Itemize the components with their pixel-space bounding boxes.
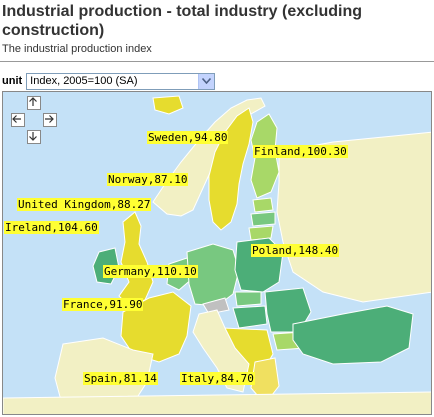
map-label-france[interactable]: France,91.90 bbox=[62, 298, 144, 311]
region-italy bbox=[192, 309, 250, 393]
chevron-down-icon[interactable] bbox=[198, 73, 215, 89]
map-navigation bbox=[8, 96, 60, 148]
map-label-norway[interactable]: Norway,87.10 bbox=[107, 173, 189, 186]
region-uk bbox=[118, 211, 154, 305]
unit-label: unit bbox=[2, 75, 23, 87]
region-latvia bbox=[250, 211, 276, 227]
region-switzerland bbox=[202, 297, 230, 315]
region-north-africa bbox=[3, 391, 431, 414]
region-germany bbox=[186, 243, 240, 307]
region-hungary bbox=[232, 305, 268, 329]
unit-selector-row: unit Index, 2005=100 (SA) bbox=[2, 71, 216, 91]
map-label-united-kingdom[interactable]: United Kingdom,88.27 bbox=[17, 198, 152, 211]
map-label-germany[interactable]: Germany,110.10 bbox=[103, 265, 198, 278]
page-subtitle: The industrial production index bbox=[2, 43, 152, 55]
region-turkey bbox=[292, 305, 414, 365]
region-north-land bbox=[152, 95, 184, 115]
arrow-right-icon[interactable] bbox=[43, 113, 57, 127]
unit-select[interactable]: Index, 2005=100 (SA) bbox=[26, 72, 216, 90]
map-canvas bbox=[3, 95, 431, 414]
unit-select-value: Index, 2005=100 (SA) bbox=[30, 74, 138, 87]
map-label-sweden[interactable]: Sweden,94.80 bbox=[147, 131, 229, 144]
region-sweden bbox=[208, 107, 254, 231]
map-view[interactable]: Sweden,94.80 Finland,100.30 Norway,87.10… bbox=[2, 91, 432, 415]
region-estonia bbox=[252, 197, 274, 213]
divider bbox=[0, 61, 434, 62]
map-label-spain[interactable]: Spain,81.14 bbox=[83, 372, 158, 385]
region-east bbox=[276, 131, 431, 303]
page-title: Industrial production - total industry (… bbox=[2, 3, 362, 39]
map-label-poland[interactable]: Poland,148.40 bbox=[251, 244, 340, 257]
arrow-up-icon[interactable] bbox=[27, 96, 41, 110]
arrow-left-icon[interactable] bbox=[11, 113, 25, 127]
arrow-down-icon[interactable] bbox=[27, 130, 41, 144]
map-label-ireland[interactable]: Ireland,104.60 bbox=[4, 221, 99, 234]
region-czech bbox=[234, 291, 262, 307]
region-lithuania bbox=[248, 225, 274, 241]
map-label-italy[interactable]: Italy,84.70 bbox=[180, 372, 255, 385]
map-label-finland[interactable]: Finland,100.30 bbox=[253, 145, 348, 158]
